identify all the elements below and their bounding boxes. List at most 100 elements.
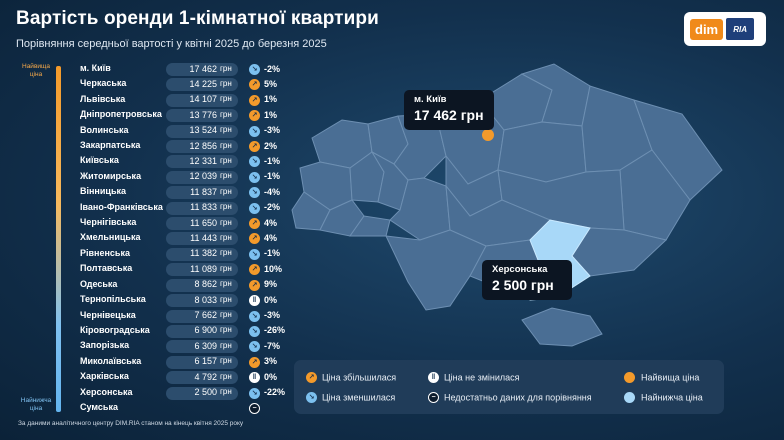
- price-pill: [166, 63, 238, 76]
- price-pill: [166, 232, 238, 246]
- table-row: Івано-Франківська 11 833 грн ↘ -2%: [80, 201, 280, 216]
- price-pill: [166, 324, 238, 338]
- price-value: 13 524: [189, 125, 217, 136]
- legend-na-label: Недостатньо даних для порівняння: [444, 392, 592, 403]
- change-percent: -3%: [264, 125, 281, 136]
- currency-label: грн: [220, 109, 232, 119]
- price-pill: [166, 140, 238, 154]
- price-value: 12 039: [189, 171, 217, 182]
- arrow-up-icon: ↗: [249, 79, 260, 91]
- region-name: Житомирська: [80, 170, 142, 181]
- price-pill: [166, 170, 238, 184]
- currency-label: грн: [220, 248, 232, 258]
- change-percent: 10%: [264, 263, 283, 274]
- change-percent: -2%: [264, 202, 281, 213]
- legend-lowest-label: Найнижча ціна: [641, 392, 703, 403]
- table-row: Львівська 14 107 грн ↗ 1%: [80, 93, 280, 108]
- price-scale-bar: [56, 66, 61, 412]
- price-pill: [166, 78, 238, 92]
- map-region-luhansk: [633, 99, 723, 201]
- change-percent: -1%: [264, 155, 281, 166]
- table-row: Чернігівська 11 650 грн ↗ 4%: [80, 216, 280, 231]
- price-pill: [166, 186, 238, 200]
- price-pill: [166, 309, 238, 323]
- region-name: Волинська: [80, 124, 129, 135]
- price-pill: [166, 371, 238, 385]
- table-row: Закарпатська 12 856 грн ↗ 2%: [80, 139, 280, 154]
- arrow-up-icon: ↗: [249, 279, 260, 291]
- legend: ↗ Ціна збільшилася ↘ Ціна зменшилася ǁ Ціна…: [294, 360, 724, 414]
- source-footnote: За даними аналітичного центру DIM.RIA ст…: [18, 420, 244, 427]
- logo-dim-text: dim: [690, 18, 724, 40]
- arrow-down-icon: ↘: [249, 171, 260, 183]
- price-pill: [166, 294, 238, 308]
- change-percent: 2%: [264, 140, 278, 151]
- region-name: Миколаївська: [80, 355, 142, 366]
- callout-kyiv-name: м. Київ: [414, 94, 447, 105]
- region-name: Рівненська: [80, 247, 130, 258]
- ukraine-map: [291, 63, 723, 347]
- price-value: 11 833: [190, 202, 217, 213]
- currency-label: грн: [220, 263, 232, 273]
- price-pill: [166, 217, 238, 231]
- region-name: Вінницька: [80, 186, 126, 197]
- price-value: 12 331: [189, 155, 217, 166]
- table-row: Одеська 8 862 грн ↗ 9%: [80, 278, 280, 293]
- arrow-up-icon: ↗: [249, 264, 260, 276]
- change-percent: -22%: [264, 387, 286, 398]
- currency-label: грн: [220, 325, 232, 335]
- map-region-crimea: [521, 307, 603, 347]
- region-name: Кіровоградська: [80, 324, 150, 335]
- minus-icon: −: [428, 392, 439, 404]
- change-percent: -1%: [264, 171, 281, 182]
- price-pill: [166, 247, 238, 261]
- currency-label: грн: [220, 387, 232, 397]
- price-pill: [166, 124, 238, 138]
- currency-label: грн: [220, 217, 232, 227]
- currency-label: грн: [220, 63, 232, 73]
- table-row: Київська 12 331 грн ↘ -1%: [80, 154, 280, 169]
- price-value: 6 309: [194, 340, 217, 351]
- price-table: м. Київ 17 462 грн ↘ -2% Черкаська 14 225 грн ↗ 5…: [80, 62, 285, 416]
- table-row: Рівненська 11 382 грн ↘ -1%: [80, 247, 280, 262]
- pause-icon: ǁ: [249, 372, 260, 384]
- region-name: Хмельницька: [80, 232, 141, 243]
- region-name: Черкаська: [80, 78, 127, 89]
- region-name: Одеська: [80, 278, 118, 289]
- callout-kherson-value: 2 500 грн: [492, 277, 554, 293]
- region-name: Полтавська: [80, 263, 133, 274]
- arrow-up-icon: ↗: [249, 94, 260, 106]
- page-title: Вартість оренди 1-кімнатної квартири: [16, 8, 379, 29]
- region-name: Львівська: [80, 93, 126, 104]
- price-value: 2 500: [194, 387, 217, 398]
- dim-ria-logo[interactable]: dim RIA: [684, 12, 766, 46]
- change-percent: -26%: [264, 325, 286, 336]
- kyiv-highest-marker: [482, 129, 494, 141]
- region-name: Херсонська: [80, 386, 133, 397]
- currency-label: грн: [220, 202, 232, 212]
- arrow-up-icon: ↗: [249, 356, 260, 368]
- price-value: 11 650: [190, 217, 217, 228]
- highest-dot-icon: [624, 372, 635, 384]
- currency-label: грн: [220, 356, 232, 366]
- callout-kherson-name: Херсонська: [492, 264, 548, 275]
- currency-label: грн: [220, 78, 232, 88]
- price-pill: [166, 201, 238, 215]
- table-row: Волинська 13 524 грн ↘ -3%: [80, 124, 280, 139]
- currency-label: грн: [220, 125, 232, 135]
- change-percent: 4%: [264, 217, 278, 228]
- pause-icon: ǁ: [428, 372, 439, 384]
- arrow-up-icon: ↗: [249, 110, 260, 122]
- price-value: 11 382: [190, 248, 217, 259]
- region-name: Тернопільська: [80, 294, 146, 305]
- currency-label: грн: [220, 232, 232, 242]
- price-value: 14 225: [189, 78, 217, 89]
- price-value: 8 033: [194, 294, 217, 305]
- change-percent: -3%: [264, 310, 281, 320]
- arrow-down-icon: ↘: [249, 248, 260, 260]
- currency-label: грн: [220, 310, 232, 319]
- legend-lowest: Найнижча ціна: [624, 392, 703, 404]
- arrow-up-icon: ↗: [249, 141, 260, 153]
- table-row: Дніпропетровська 13 776 грн ↗ 1%: [80, 108, 280, 123]
- change-percent: 4%: [264, 232, 278, 243]
